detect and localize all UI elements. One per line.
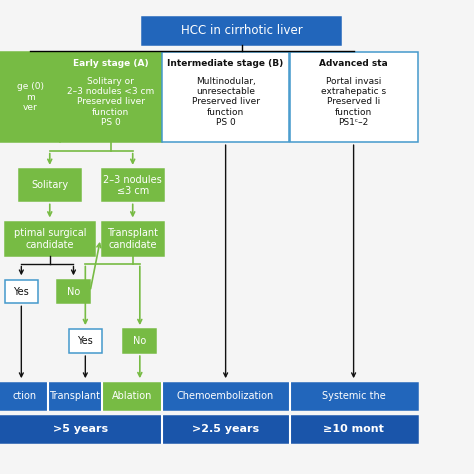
Text: Chemoembolization: Chemoembolization [177,391,274,401]
FancyBboxPatch shape [69,329,102,353]
FancyBboxPatch shape [123,329,156,353]
FancyBboxPatch shape [162,52,289,142]
FancyBboxPatch shape [5,222,95,256]
FancyBboxPatch shape [48,383,102,410]
Text: Solitary: Solitary [31,180,68,191]
Text: Intermediate stage (B): Intermediate stage (B) [167,59,284,67]
FancyBboxPatch shape [102,222,164,256]
FancyBboxPatch shape [0,383,48,410]
Text: No: No [67,286,80,297]
FancyBboxPatch shape [102,383,162,410]
FancyBboxPatch shape [0,52,60,142]
FancyBboxPatch shape [0,416,162,443]
Text: ge (0)
m
ver: ge (0) m ver [17,82,44,112]
Text: Yes: Yes [77,336,93,346]
FancyBboxPatch shape [19,169,81,201]
FancyBboxPatch shape [60,52,162,142]
Text: No: No [133,336,146,346]
Text: Transplant: Transplant [49,391,100,401]
FancyBboxPatch shape [162,416,289,443]
Text: Portal invasi
extrahepatic s
Preserved li
function
PS1ᶜ–2: Portal invasi extrahepatic s Preserved l… [321,77,386,127]
Text: Advanced sta: Advanced sta [319,59,388,67]
Text: Ablation: Ablation [111,391,152,401]
FancyBboxPatch shape [290,416,418,443]
Text: Transplant
candidate: Transplant candidate [107,228,158,250]
Text: Systemic the: Systemic the [322,391,385,401]
FancyBboxPatch shape [290,383,418,410]
FancyBboxPatch shape [102,169,164,201]
Text: Yes: Yes [13,286,29,297]
Text: Multinodular,
unresectable
Preserved liver
function
PS 0: Multinodular, unresectable Preserved liv… [191,77,260,127]
FancyBboxPatch shape [57,280,90,303]
FancyBboxPatch shape [162,383,289,410]
FancyBboxPatch shape [290,52,418,142]
Text: Early stage (A): Early stage (A) [73,59,148,67]
Text: ction: ction [12,391,36,401]
Text: ≥10 mont: ≥10 mont [323,424,384,435]
Text: >2.5 years: >2.5 years [192,424,259,435]
Text: ptimal surgical
candidate: ptimal surgical candidate [14,228,86,250]
Text: >5 years: >5 years [54,424,109,435]
FancyBboxPatch shape [5,280,38,303]
Text: 2–3 nodules
≤3 cm: 2–3 nodules ≤3 cm [103,174,162,196]
Text: Solitary or
2–3 nodules <3 cm
Preserved liver
function
PS 0: Solitary or 2–3 nodules <3 cm Preserved … [67,77,155,127]
FancyBboxPatch shape [142,17,341,45]
Text: HCC in cirrhotic liver: HCC in cirrhotic liver [181,24,302,37]
